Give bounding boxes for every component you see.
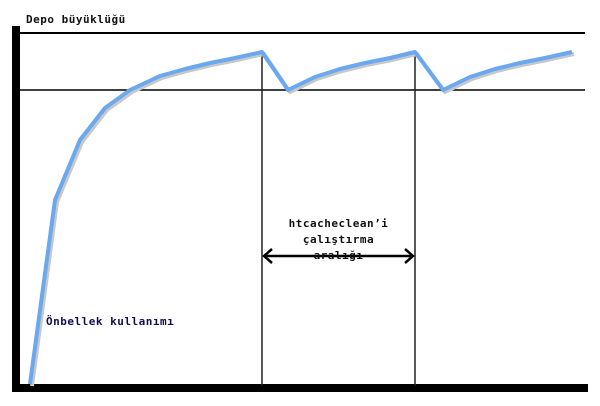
interval-label-line: aralığı <box>313 249 364 262</box>
interval-arrow <box>262 248 415 264</box>
curve-label: Önbellek kullanımı <box>46 315 175 328</box>
interval-label-line: htcacheclean’i <box>288 217 389 230</box>
interval-label-line: çalıştırma <box>302 233 375 246</box>
cache-usage-curve <box>28 50 573 385</box>
y-axis-label: Depo büyüklüğü <box>26 13 126 26</box>
interval-label: htcacheclean’i çalıştırma aralığı <box>262 216 415 264</box>
cache-usage-shadow <box>30 51 575 387</box>
